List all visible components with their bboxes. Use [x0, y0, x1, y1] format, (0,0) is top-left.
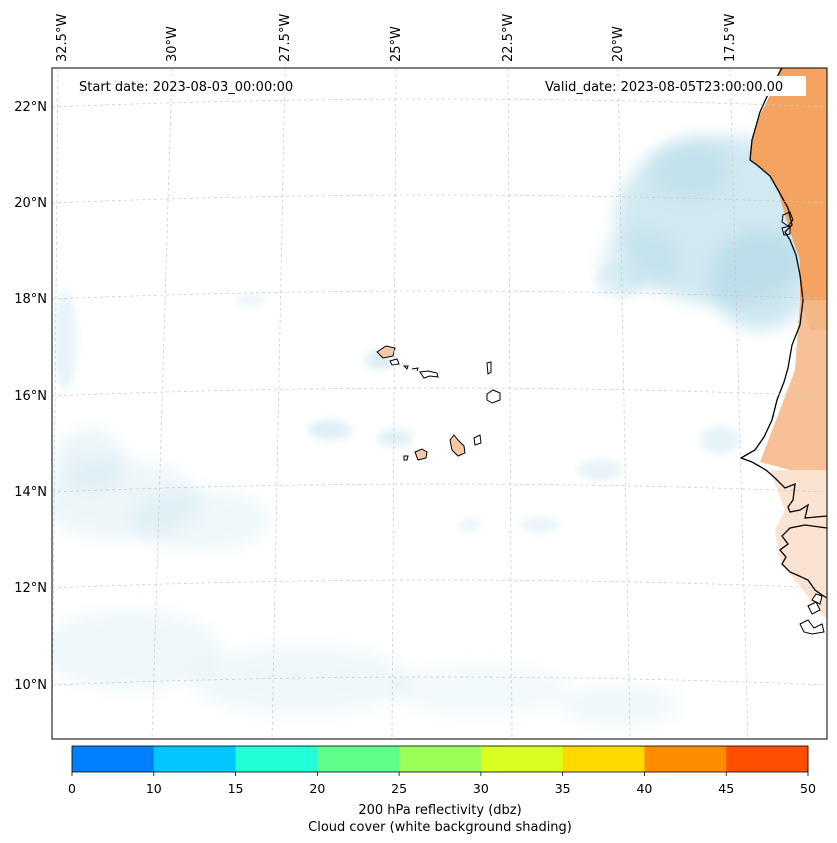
- africa-landmass: [750, 68, 827, 620]
- meridian-line: [617, 68, 631, 739]
- island-brava: [403, 455, 409, 461]
- parallel-line: [52, 194, 827, 204]
- valid-date-label: Valid_date: 2023-08-05T23:00:00.00: [545, 80, 783, 95]
- lat-label: 12°N: [14, 581, 47, 596]
- lon-label: 32.5°W: [55, 14, 70, 62]
- island-sao-nicolau: [411, 367, 439, 379]
- lon-label: 30°W: [165, 26, 180, 62]
- lat-label: 14°N: [14, 485, 47, 500]
- colorbar-bin: [317, 746, 400, 772]
- colorbar-border: [71, 745, 809, 773]
- colorbar-bin: [562, 746, 645, 772]
- coast-detail: [807, 601, 821, 615]
- colorbar-label-line1: 200 hPa reflectivity (dbz): [358, 803, 521, 818]
- meridian-line: [52, 68, 59, 739]
- parallel-line: [52, 290, 827, 300]
- colorbar-bin: [726, 746, 809, 772]
- island-santa-luzia: [402, 365, 409, 370]
- colorbar-tick-label: 35: [555, 781, 571, 796]
- colorbar-tick-label: 50: [800, 781, 816, 796]
- parallel-line: [52, 387, 827, 397]
- latitude-labels: 22°N 20°N 18°N 16°N 14°N 12°N 10°N: [14, 100, 47, 693]
- meridian-line: [391, 68, 397, 739]
- island-boa-vista: [486, 389, 501, 404]
- colorbar-bin: [480, 746, 564, 772]
- start-date-box: [74, 76, 314, 96]
- start-date-label: Start date: 2023-08-03_00:00:00: [79, 80, 293, 95]
- lon-label: 27.5°W: [278, 14, 293, 62]
- colorbar-tick-label: 40: [636, 781, 652, 796]
- longitude-labels: 32.5°W 30°W 27.5°W 25°W 22.5°W 20°W 17.5…: [55, 14, 738, 62]
- colorbar-bin: [644, 746, 727, 772]
- lon-label: 17.5°W: [723, 14, 738, 62]
- map-border: [51, 67, 828, 740]
- parallel-line: [52, 579, 827, 589]
- lat-label: 16°N: [14, 389, 47, 404]
- colorbar-bin: [153, 746, 237, 772]
- colorbar-tick-label: 45: [718, 781, 734, 796]
- lon-label: 25°W: [389, 26, 404, 62]
- colorbar-bin: [72, 746, 155, 772]
- colorbar-tick-label: 30: [473, 781, 489, 796]
- colorbar-bin: [399, 746, 482, 772]
- africa-coastline: [739, 68, 827, 599]
- colorbar-tick-label: 15: [228, 781, 244, 796]
- lat-label: 22°N: [14, 100, 47, 115]
- colorbar-label-line2: Cloud cover (white background shading): [308, 820, 572, 835]
- island-maio: [473, 434, 482, 446]
- lon-label: 22.5°W: [501, 14, 516, 62]
- island-fogo: [414, 448, 428, 461]
- lon-label: 20°W: [611, 26, 626, 62]
- meridian-line: [507, 68, 513, 739]
- island-santiago: [449, 434, 466, 457]
- lat-label: 20°N: [14, 196, 47, 211]
- colorbar-bin: [235, 746, 318, 772]
- colorbar: 0 10 15 20 25 30 35 40 45 50: [68, 746, 816, 796]
- meridian-line: [151, 68, 173, 739]
- lat-label: 10°N: [14, 678, 47, 693]
- meridian-line: [729, 68, 749, 739]
- valid-date-box: [540, 76, 806, 96]
- coast-detail: [811, 593, 823, 605]
- parallel-line: [52, 676, 827, 686]
- parallel-line: [52, 483, 827, 493]
- colorbar-tick-label: 10: [146, 781, 162, 796]
- coast-detail: [799, 619, 825, 635]
- lat-label: 18°N: [14, 292, 47, 307]
- colorbar-tick-label: 0: [68, 781, 76, 796]
- meridian-line: [271, 68, 286, 739]
- cape-verde-islands: [376, 345, 501, 461]
- colorbar-tick-label: 20: [309, 781, 325, 796]
- coast-detail: [781, 225, 791, 236]
- island-sal: [486, 361, 492, 375]
- colorbar-tick-label: 25: [391, 781, 407, 796]
- coast-detail: [781, 211, 794, 227]
- parallel-line: [52, 98, 827, 108]
- gridlines: [52, 68, 827, 739]
